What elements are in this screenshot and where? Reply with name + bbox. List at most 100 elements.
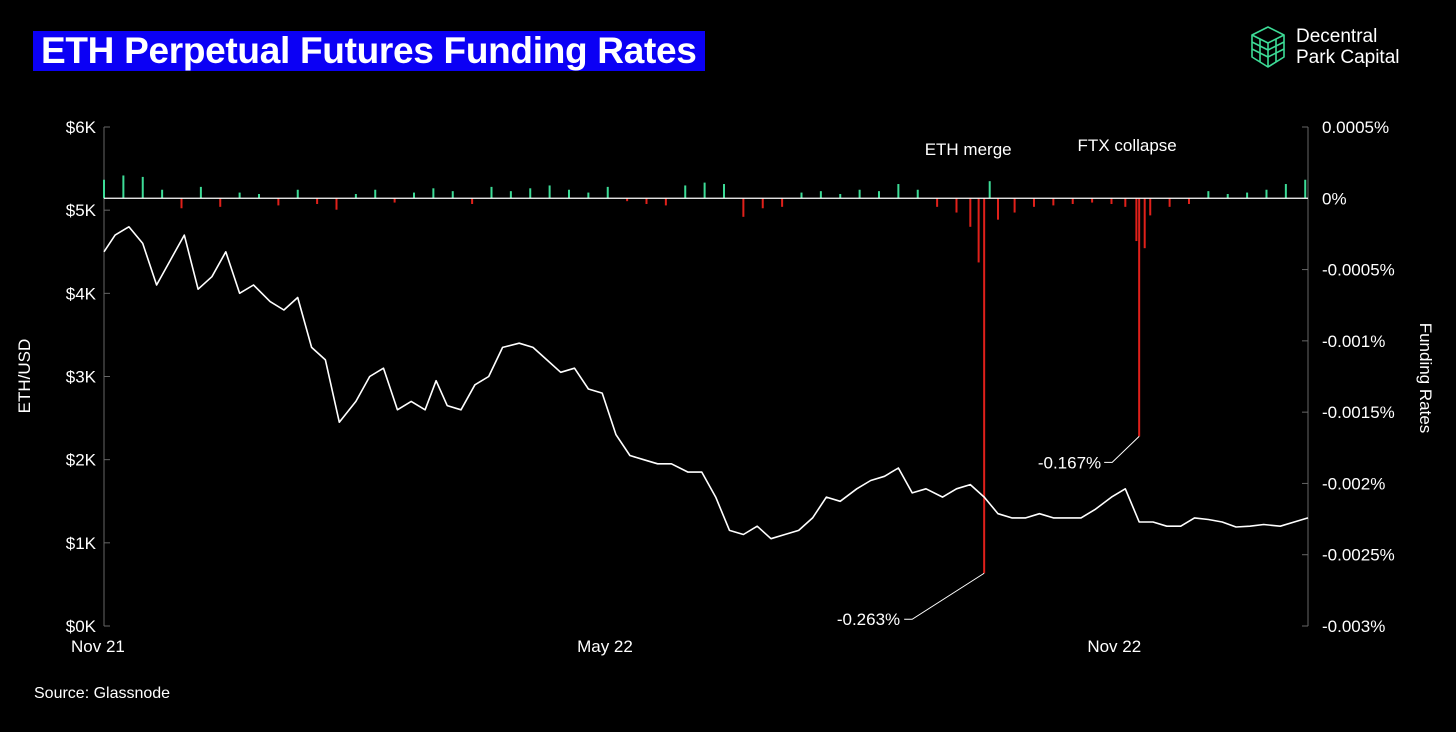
funding-bar <box>161 189 164 199</box>
funding-bar <box>645 198 648 204</box>
funding-bar <box>761 198 764 209</box>
price-line <box>103 226 1309 540</box>
right-tick-label: -0.0005% <box>1322 261 1395 280</box>
chart-labels: ETH merge FTX collapse -0.263% -0.167% <box>837 136 1177 629</box>
funding-bar <box>1284 184 1287 199</box>
source-note: Source: Glassnode <box>34 685 171 702</box>
funding-bar <box>703 182 706 199</box>
funding-bar <box>490 186 493 199</box>
right-tick-label: 0.0005% <box>1322 118 1389 137</box>
funding-bar <box>781 198 784 207</box>
annotation-ftx-collapse: FTX collapse <box>1078 136 1177 155</box>
funding-bar <box>451 191 454 199</box>
funding-bar <box>1135 198 1138 242</box>
leader-line-merge <box>904 572 985 620</box>
left-tick-label: $3K <box>66 368 97 387</box>
right-tick-label: -0.0015% <box>1322 403 1395 422</box>
funding-bar <box>955 198 958 213</box>
funding-bar <box>684 185 687 199</box>
funding-bar <box>606 186 609 199</box>
annotation-value-ftx: -0.167% <box>1038 453 1101 472</box>
funding-bar <box>1091 198 1094 203</box>
funding-bar <box>897 184 900 199</box>
funding-bar <box>1110 198 1113 204</box>
brand-logo: Decentral Park Capital <box>1250 25 1400 69</box>
funding-bar <box>1013 198 1016 213</box>
funding-bar <box>471 198 474 204</box>
funding-bar <box>316 198 319 204</box>
funding-rate-bars <box>103 175 1308 574</box>
funding-bar <box>1304 179 1307 199</box>
right-axis-title: Funding Rates <box>1416 323 1435 434</box>
annotation-eth-merge: ETH merge <box>925 140 1012 159</box>
funding-bar <box>432 188 435 199</box>
funding-bar <box>977 198 980 263</box>
funding-bar <box>1149 198 1152 216</box>
funding-bar <box>335 198 338 210</box>
funding-bar <box>1071 198 1074 204</box>
funding-bar <box>858 189 861 199</box>
funding-bar <box>988 181 991 199</box>
eth-price-series <box>103 226 1309 540</box>
left-axis-title: ETH/USD <box>15 339 34 414</box>
leader-line-ftx <box>1104 436 1140 463</box>
left-tick-label: $2K <box>66 451 97 470</box>
x-tick-label: Nov 22 <box>1087 637 1141 656</box>
chart-title: ETH Perpetual Futures Funding Rates <box>41 30 697 71</box>
funding-bar <box>1226 194 1229 199</box>
funding-bar <box>103 179 105 199</box>
funding-bar <box>374 189 377 199</box>
funding-bar <box>819 191 822 199</box>
x-tick-label: May 22 <box>577 637 633 656</box>
funding-bar <box>626 198 629 202</box>
right-tick-label: 0% <box>1322 189 1347 208</box>
funding-bar <box>1207 191 1210 199</box>
funding-bar <box>1138 198 1141 437</box>
funding-bar <box>509 191 512 199</box>
left-tick-label: $4K <box>66 284 97 303</box>
funding-bar <box>997 198 1000 220</box>
brand-line-2: Park Capital <box>1296 47 1400 68</box>
left-tick-label: $0K <box>66 617 97 636</box>
funding-bar <box>180 198 183 209</box>
funding-bar <box>969 198 972 227</box>
brand-name: Decentral Park Capital <box>1296 26 1400 68</box>
funding-bar <box>800 192 803 199</box>
funding-bar <box>567 189 570 199</box>
funding-bar <box>587 192 590 199</box>
funding-bar <box>354 194 357 199</box>
funding-bar <box>122 175 125 199</box>
funding-bar <box>722 184 725 199</box>
left-tick-label: $5K <box>66 201 97 220</box>
funding-bar <box>983 198 986 574</box>
funding-bar <box>1265 189 1268 199</box>
funding-bar <box>529 188 532 199</box>
funding-bar <box>277 198 280 206</box>
funding-bar <box>936 198 939 207</box>
funding-bar <box>548 185 551 199</box>
left-tick-label: $6K <box>66 118 97 137</box>
funding-bar <box>1052 198 1055 206</box>
funding-bar <box>916 189 919 199</box>
funding-bar <box>296 189 299 199</box>
x-tick-label: Nov 21 <box>71 637 125 656</box>
funding-bar <box>412 192 415 199</box>
funding-bar <box>1032 198 1035 207</box>
cube-logo-icon <box>1251 26 1285 68</box>
funding-bar <box>1143 198 1146 249</box>
right-tick-label: -0.0025% <box>1322 546 1395 565</box>
funding-bar <box>742 198 745 217</box>
chart-axes: $6K $5K $4K $3K $2K $1K $0K 0.0005% 0% -0.0005% -0… <box>15 118 1435 656</box>
annotation-value-merge: -0.263% <box>837 610 900 629</box>
funding-bar <box>839 194 842 199</box>
brand-line-1: Decentral <box>1296 26 1378 47</box>
funding-bar <box>1168 198 1171 207</box>
left-tick-label: $1K <box>66 534 97 553</box>
right-tick-label: -0.002% <box>1322 474 1385 493</box>
funding-bar <box>393 198 396 203</box>
funding-bar <box>1246 192 1249 199</box>
chart-title-box: ETH Perpetual Futures Funding Rates <box>33 30 705 71</box>
right-tick-label: -0.003% <box>1322 617 1385 636</box>
